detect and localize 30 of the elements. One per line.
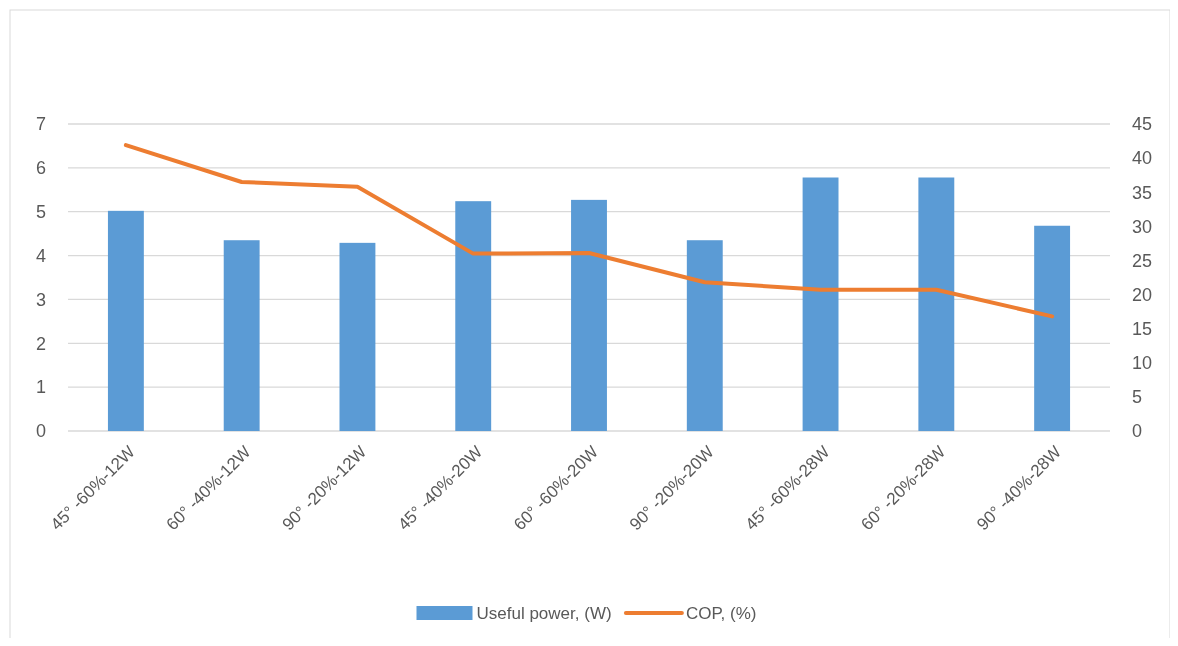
y-tick-label: 3 [35,289,46,310]
y-tick-label: 5 [35,202,46,223]
y2-tick-label: 25 [1132,250,1153,271]
bar [686,240,723,431]
bar [223,240,260,431]
y2-tick-label: 0 [1132,421,1143,442]
y-tick-label: 7 [35,114,46,135]
bar [339,242,376,431]
legend-label: Useful power, (W) [476,603,612,623]
line-series [123,143,1055,319]
legend-label: COP, (%) [685,603,757,623]
bar [802,177,839,431]
bar [571,199,607,431]
y2-tick-label: 30 [1132,216,1153,237]
y2-tick-label: 35 [1132,182,1153,203]
y-tick-label: 1 [35,377,46,398]
y-tick-label: 6 [35,158,46,179]
bar [455,201,492,431]
y2-tick-label: 20 [1132,284,1153,305]
bar [107,210,144,431]
y2-tick-label: 45 [1132,114,1153,135]
y-tick-label: 4 [35,245,46,266]
y2-tick-label: 10 [1132,353,1153,374]
y2-tick-label: 40 [1132,148,1153,169]
bar [918,177,955,431]
y-tick-label: 2 [35,333,46,354]
y2-tick-label: 5 [1132,387,1143,408]
y2-tick-label: 15 [1132,318,1153,339]
y-tick-label: 0 [35,421,46,442]
bar [1034,225,1071,431]
